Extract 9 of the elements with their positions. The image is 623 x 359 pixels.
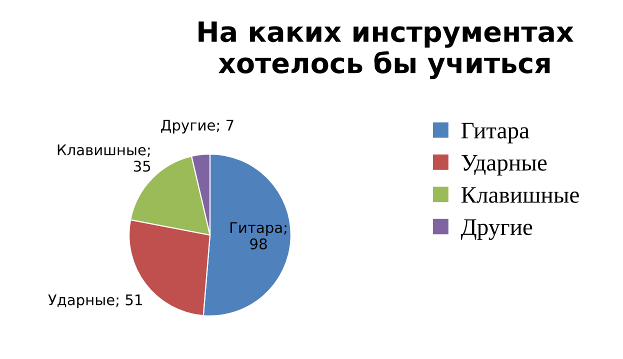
legend-label: Гитара	[461, 122, 530, 144]
data-label: Ударные; 51	[48, 294, 142, 308]
legend-label: Ударные	[462, 155, 547, 176]
data-label: Гитара; 98	[230, 222, 286, 250]
legend-label: Клавишные	[461, 187, 579, 203]
legend-label: Другие	[460, 219, 532, 240]
data-label: Клавишные; 35	[58, 144, 150, 172]
data-label: Другие; 7	[161, 120, 234, 134]
chart-title: На каких инструментах хотелось бы учиться	[198, 22, 574, 80]
